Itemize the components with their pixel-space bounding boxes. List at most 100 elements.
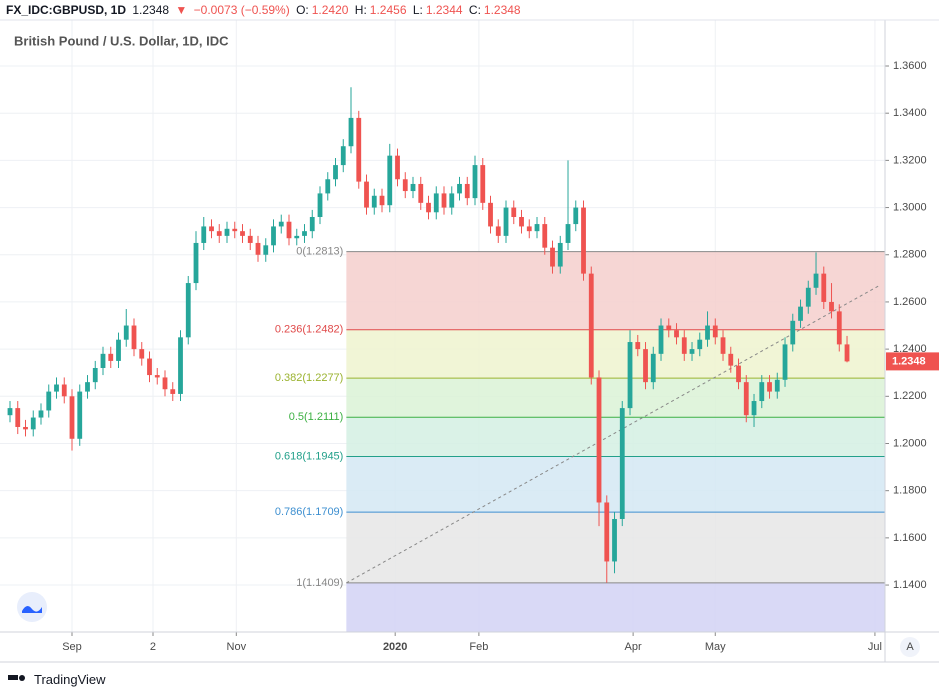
candle-body [604, 502, 610, 562]
candle-body [798, 306, 803, 321]
candle-body [371, 195, 377, 208]
fib-label: 0.236(1.2482) [275, 324, 344, 336]
candle-body [519, 217, 524, 227]
candle-body [526, 226, 532, 232]
candle-body [813, 273, 819, 288]
candle-body [720, 337, 726, 354]
candle-body [294, 235, 300, 239]
candle-body [224, 228, 230, 236]
fib-label: 0.5(1.2111) [289, 411, 344, 423]
candle-body [325, 179, 331, 194]
candle-body [170, 389, 176, 394]
candle-body [209, 226, 214, 232]
auto-scale-label[interactable]: A [906, 641, 914, 653]
candle-body [666, 325, 672, 331]
fib-zone [346, 456, 885, 513]
candle-body [464, 183, 470, 199]
y-tick-label: 1.3200 [893, 154, 927, 166]
candle-body [309, 217, 315, 232]
candle-body [441, 193, 447, 208]
candle-body [38, 410, 44, 418]
fib-zone [346, 417, 885, 457]
candle-body [348, 117, 354, 147]
candle-body [356, 117, 362, 182]
candle-body [123, 325, 129, 340]
candle-body [433, 193, 439, 213]
ohlc-label: H: [354, 3, 367, 17]
fib-zone [346, 378, 885, 418]
ohlc-value: 1.2344 [425, 3, 463, 17]
candle-body [728, 353, 734, 366]
fib-label: 0.382(1.2277) [275, 372, 344, 384]
candle-body [216, 231, 222, 236]
candle-body [457, 183, 462, 194]
candle-body [534, 224, 540, 232]
logo-badge [17, 592, 47, 622]
x-tick-label: 2 [150, 641, 156, 653]
y-tick-label: 1.3600 [893, 60, 927, 72]
candle-body [139, 349, 145, 359]
candle-body [643, 349, 648, 383]
candle-body [278, 221, 284, 227]
x-tick-label: Jul [868, 641, 882, 653]
last-price-label: 1.2348 [892, 355, 926, 367]
candle-body [108, 353, 114, 361]
candle-body [201, 226, 207, 243]
ohlc-value: 1.2348 [483, 3, 521, 17]
candle-body [23, 426, 28, 430]
brand[interactable]: TradingView [34, 672, 106, 687]
candle-body [100, 353, 106, 368]
candle-body [286, 221, 292, 239]
ohlc-label: C: [468, 3, 481, 17]
candle-body [54, 384, 59, 392]
fib-zone [346, 582, 885, 632]
candle-body [15, 408, 21, 427]
candle-body [449, 193, 455, 208]
candle-body [782, 344, 788, 380]
candle-body [131, 325, 137, 350]
chart-title: British Pound / U.S. Dollar, 1D, IDC [14, 33, 229, 48]
candle-body [426, 202, 431, 213]
candle-body [542, 224, 548, 248]
y-tick-label: 1.1600 [893, 532, 927, 544]
candle-body [581, 207, 586, 274]
fib-label: 0(1.2813) [296, 246, 343, 258]
candle-body [759, 382, 765, 402]
candle-body [627, 342, 633, 409]
candle-body [612, 518, 617, 562]
candle-body [503, 207, 509, 236]
candle-body [61, 384, 67, 397]
candle-body [488, 202, 493, 227]
change-arrow: ▼ [175, 3, 188, 17]
candle-body [705, 325, 710, 340]
y-tick-label: 1.3000 [893, 201, 927, 213]
symbol: FX_IDC:GBPUSD, 1D [6, 3, 127, 17]
fib-label: 0.786(1.1709) [275, 506, 344, 518]
y-tick-label: 1.3400 [893, 107, 927, 119]
candle-body [650, 353, 656, 383]
candle-body [379, 195, 385, 206]
candle-body [767, 382, 772, 392]
candle-body [154, 375, 160, 378]
fib-label: 1(1.1409) [296, 577, 343, 589]
candle-body [619, 408, 625, 519]
ohlc-value: 1.2456 [369, 3, 407, 17]
last-price: 1.2348 [132, 3, 170, 17]
candle-body [402, 179, 408, 192]
ohlc-value: 1.2420 [311, 3, 349, 17]
candle-body [255, 242, 261, 255]
candle-body [736, 365, 741, 383]
x-tick-label: 2020 [383, 641, 407, 653]
auto-scale-button[interactable] [900, 637, 920, 657]
x-tick-label: May [705, 641, 726, 653]
ohlc-label: L: [412, 3, 423, 17]
candle-body [565, 224, 571, 243]
fib-zone [346, 251, 885, 330]
candle-body [588, 273, 594, 378]
candle-body [418, 183, 424, 203]
candle-body [573, 207, 579, 225]
candle-body [46, 391, 52, 411]
candle-body [596, 377, 602, 503]
change: −0.0073 (−0.59%) [193, 3, 290, 17]
